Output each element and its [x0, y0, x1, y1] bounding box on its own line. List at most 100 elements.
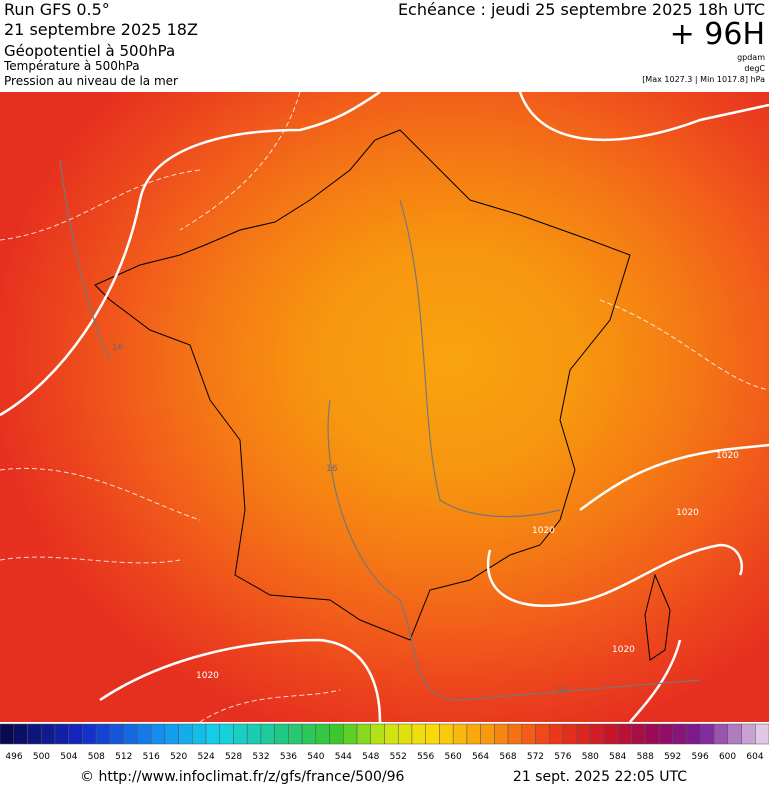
colorbar-label: 560 — [445, 752, 462, 762]
colorbar-cell — [576, 723, 591, 745]
colorbar-cell — [205, 723, 220, 745]
colorbar-label: 504 — [60, 752, 77, 762]
colorbar-cell — [54, 723, 69, 745]
colorbar-cell — [123, 723, 138, 745]
colorbar-cell — [645, 723, 660, 745]
contour-label: 1020 — [196, 671, 219, 681]
field: Géopotentiel à 500hPa — [4, 42, 175, 60]
isobar — [486, 543, 744, 607]
colorbar-cell — [329, 723, 344, 745]
colorbar-label: 552 — [390, 752, 407, 762]
map: 1020 1020 1020 1020 1020 16 16 16 — [0, 92, 769, 722]
colorbar-cell — [755, 723, 769, 745]
timestamp: 21 sept. 2025 22:05 UTC — [513, 769, 687, 785]
colorbar-cell — [274, 723, 289, 745]
pressure-range: [Max 1027.3 | Min 1017.8] hPa — [642, 75, 765, 84]
colorbar-cell — [260, 723, 275, 745]
colorbar-cell — [178, 723, 193, 745]
colorbar-cell — [246, 723, 262, 745]
isobar — [99, 638, 382, 722]
colorbar-cell — [507, 723, 523, 745]
unit: degC — [744, 64, 765, 73]
contour-label: 1020 — [716, 451, 739, 461]
colorbar-cell — [301, 723, 317, 745]
colorbar-label: 604 — [746, 752, 763, 762]
colorbar-cell — [590, 723, 605, 745]
colorbar-label: 512 — [115, 752, 132, 762]
colorbar-label: 596 — [692, 752, 709, 762]
colorbar-label: 496 — [5, 752, 22, 762]
source: © http://www.infoclimat.fr/z/gfs/france/… — [80, 769, 405, 785]
contour-label: 1020 — [532, 526, 555, 536]
colorbar-cell — [549, 723, 564, 745]
colorbar-label: 564 — [472, 752, 489, 762]
colorbar-cell — [356, 723, 372, 745]
colorbar-cell — [68, 723, 83, 745]
colorbar-cell — [603, 723, 619, 745]
colorbar-label: 516 — [143, 752, 160, 762]
header: Run GFS 0.5° 21 septembre 2025 18Z Géopo… — [3, 0, 765, 88]
colorbar-cell — [150, 723, 166, 745]
contour-label: 16 — [557, 686, 569, 696]
colorbar-cell — [452, 723, 468, 745]
field: Température à 500hPa — [3, 59, 140, 73]
colorbar-cell — [315, 723, 330, 745]
colorbar-cell — [480, 723, 495, 745]
colorbar-cell — [370, 723, 385, 745]
colorbar-cell — [288, 723, 303, 745]
isobar — [579, 443, 769, 512]
colorbar-label: 532 — [252, 752, 269, 762]
colorbar-cell — [397, 723, 413, 745]
colorbar-cell — [672, 723, 687, 745]
colorbar-cell — [233, 723, 248, 745]
colorbar-cell — [466, 723, 481, 745]
run-date: 21 septembre 2025 18Z — [4, 20, 198, 39]
colorbar-label: 572 — [527, 752, 544, 762]
colorbar-cell — [562, 723, 578, 745]
colorbar-cell — [700, 723, 715, 745]
field — [0, 92, 769, 722]
contour-label: 1020 — [612, 645, 635, 655]
lead-time: + 96H — [670, 17, 765, 52]
contour-label: 16 — [112, 343, 124, 353]
colorbar-cell — [384, 723, 399, 745]
colorbar-label: 540 — [307, 752, 324, 762]
colorbar-label: 500 — [33, 752, 50, 762]
colorbar-cell — [686, 723, 701, 745]
colorbar-cell — [343, 723, 358, 745]
colorbar-cell — [617, 723, 632, 745]
colorbar-cell — [411, 723, 426, 745]
colorbar-cell — [137, 723, 152, 745]
corsica — [644, 573, 671, 661]
isobar — [629, 639, 682, 722]
colorbar-cell — [658, 723, 674, 745]
colorbar-label: 528 — [225, 752, 242, 762]
colorbar-cell — [40, 723, 56, 745]
contour-label: 1020 — [676, 508, 699, 518]
coastline — [94, 129, 631, 641]
colorbar-label: 588 — [637, 752, 654, 762]
colorbar-cell — [95, 723, 111, 745]
echeance: Echéance : jeudi 25 septembre 2025 18h U… — [398, 0, 765, 19]
contour-label: 16 — [326, 464, 338, 474]
colorbar-label: 568 — [499, 752, 516, 762]
colorbar: 496 500 504 508 512 516 520 524 528 532 536 540 544 5… — [0, 723, 769, 762]
colorbar-cell — [727, 723, 742, 745]
isobar — [0, 92, 381, 417]
geopotential — [0, 92, 769, 722]
colorbar-cell — [535, 723, 550, 745]
colorbar-cell — [82, 723, 97, 745]
colorbar-cell — [164, 723, 179, 745]
colorbar-cell — [425, 723, 440, 745]
colorbar-cell — [713, 723, 729, 745]
colorbar-label: 576 — [554, 752, 571, 762]
colorbar-cell — [109, 723, 124, 745]
colorbar-label: 592 — [664, 752, 681, 762]
colorbar-cell — [439, 723, 454, 745]
colorbar-label: 544 — [335, 752, 352, 762]
colorbar-label: 580 — [582, 752, 599, 762]
colorbar-label: 548 — [362, 752, 379, 762]
colorbar-cell — [192, 723, 207, 745]
colorbar-cell — [13, 723, 28, 745]
